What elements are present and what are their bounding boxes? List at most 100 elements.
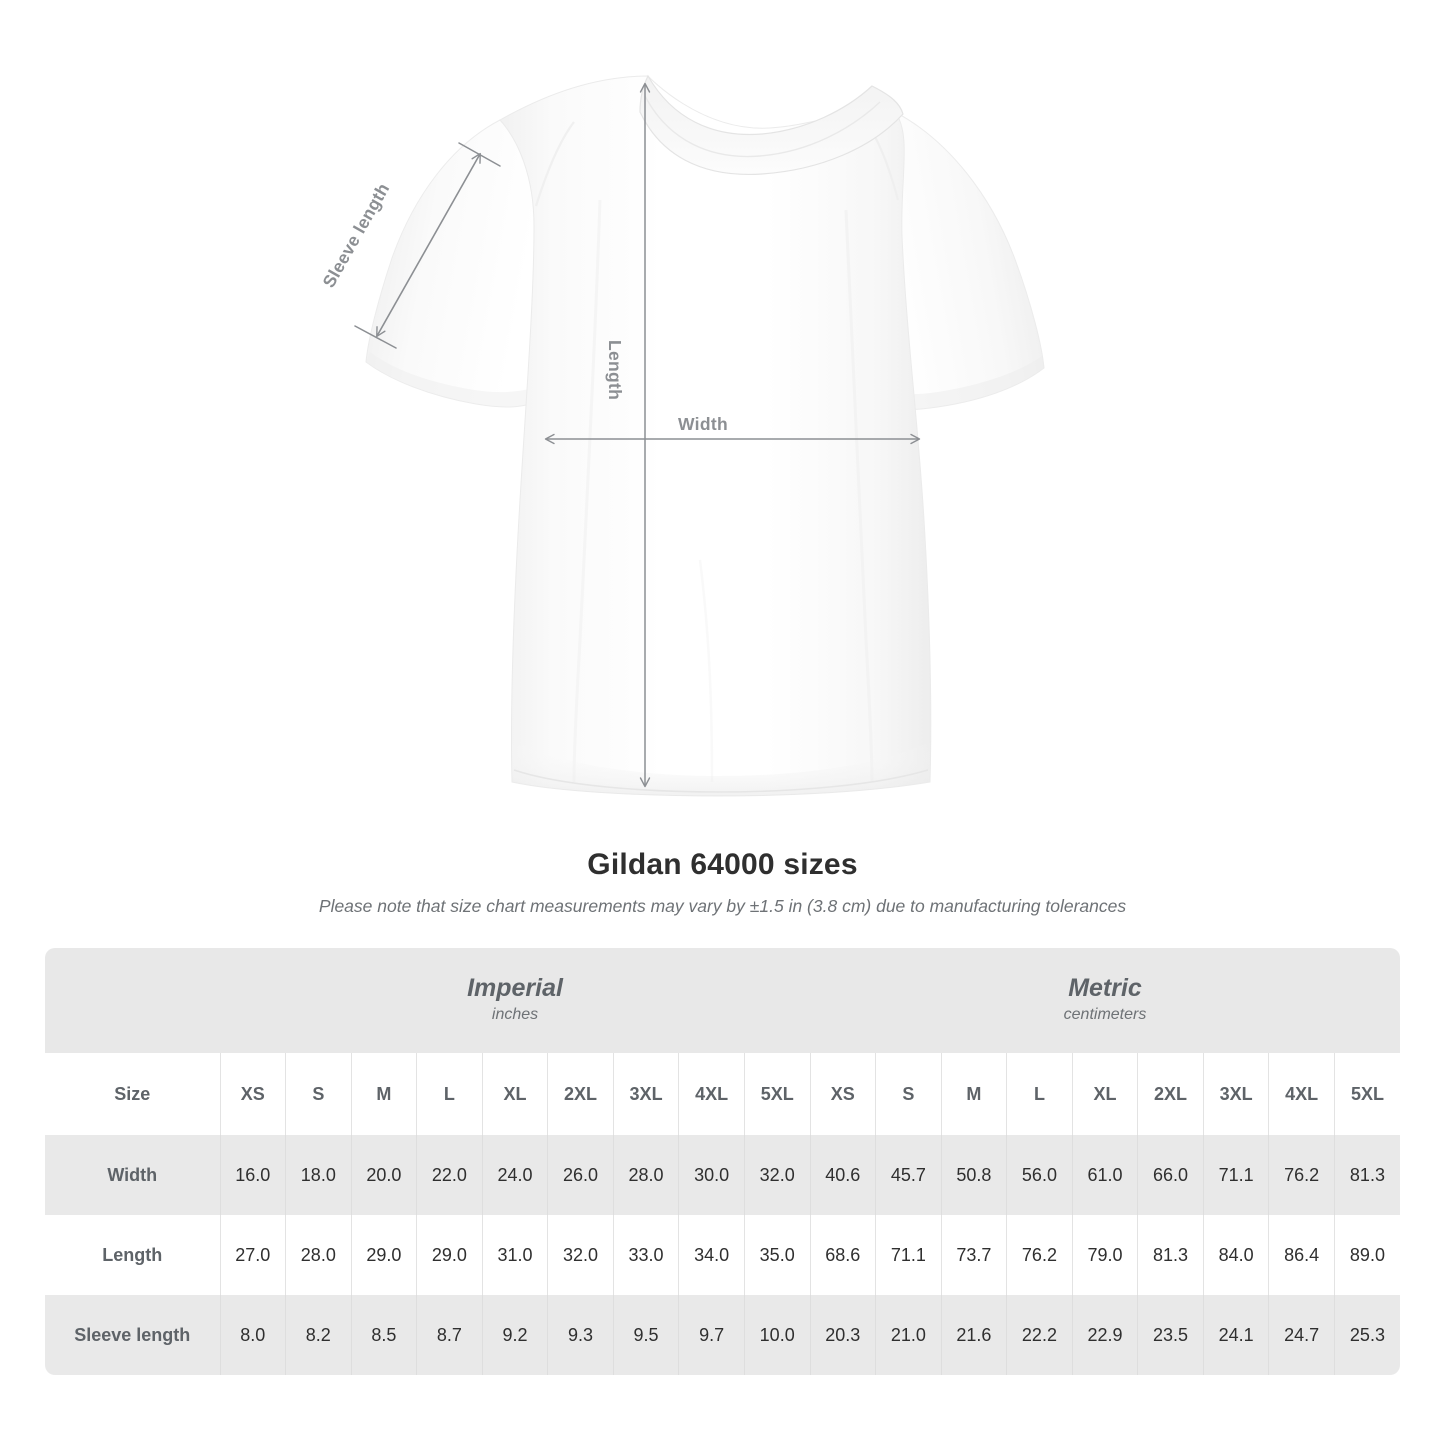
cell-sleeve-metric-xl: 22.9 — [1071, 1295, 1138, 1375]
cell-sleeve-imperial-2xl: 9.3 — [547, 1295, 614, 1375]
cell-length-imperial-xs: 27.0 — [219, 1215, 286, 1295]
unit-name-imperial: Imperial — [467, 974, 563, 1003]
length-label: Length — [605, 340, 625, 401]
cell-width-metric-l: 56.0 — [1006, 1135, 1073, 1215]
left-sleeve — [365, 119, 541, 408]
row-label-sleeve-length: Sleeve length — [45, 1295, 220, 1375]
cell-sleeve-metric-2xl: 23.5 — [1137, 1295, 1204, 1375]
cell-length-metric-xs: 68.6 — [809, 1215, 876, 1295]
table-row: Length 27.0 28.0 29.0 29.0 31.0 32.0 33.… — [45, 1215, 1400, 1295]
size-row-label: Size — [45, 1053, 220, 1135]
cell-width-metric-s: 45.7 — [875, 1135, 942, 1215]
cell-width-imperial-2xl: 26.0 — [547, 1135, 614, 1215]
cell-length-metric-l: 76.2 — [1006, 1215, 1073, 1295]
right-sleeve-hem — [872, 356, 1044, 410]
cell-width-imperial-4xl: 30.0 — [678, 1135, 745, 1215]
width-label: Width — [678, 414, 728, 434]
cell-length-imperial-s: 28.0 — [285, 1215, 352, 1295]
size-col-imperial-3xl: 3XL — [612, 1053, 679, 1135]
cell-length-imperial-l: 29.0 — [416, 1215, 483, 1295]
unit-header-row: Imperial inches Metric centimeters — [45, 948, 1400, 1053]
cell-length-imperial-4xl: 34.0 — [678, 1215, 745, 1295]
cell-length-metric-m: 73.7 — [940, 1215, 1007, 1295]
cell-width-metric-4xl: 76.2 — [1268, 1135, 1335, 1215]
size-table: Imperial inches Metric centimeters Size … — [45, 948, 1400, 1375]
tshirt-illustration — [354, 74, 1045, 797]
left-shoulder-seam — [534, 121, 575, 207]
cell-width-imperial-5xl: 32.0 — [743, 1135, 811, 1215]
size-table-wrapper: Imperial inches Metric centimeters Size … — [45, 948, 1400, 1375]
cell-length-metric-5xl: 89.0 — [1333, 1215, 1400, 1295]
size-col-imperial-5xl: 5XL — [743, 1053, 811, 1135]
cell-length-imperial-xl: 31.0 — [481, 1215, 548, 1295]
bottom-hem — [512, 740, 930, 796]
cell-sleeve-metric-m: 21.6 — [940, 1295, 1007, 1375]
table-row: Width 16.0 18.0 20.0 22.0 24.0 26.0 28.0… — [45, 1135, 1400, 1215]
shirt-body — [499, 75, 932, 797]
sleeve-length-arrow — [354, 142, 501, 349]
cell-sleeve-imperial-5xl: 10.0 — [743, 1295, 811, 1375]
cell-width-metric-xl: 61.0 — [1071, 1135, 1138, 1215]
size-col-imperial-xs: XS — [219, 1053, 286, 1135]
cell-width-imperial-xl: 24.0 — [481, 1135, 548, 1215]
unit-header-imperial: Imperial inches — [220, 948, 811, 1053]
cell-length-imperial-5xl: 35.0 — [743, 1215, 811, 1295]
cell-length-imperial-m: 29.0 — [350, 1215, 417, 1295]
cell-width-metric-2xl: 66.0 — [1137, 1135, 1204, 1215]
cell-width-imperial-l: 22.0 — [416, 1135, 483, 1215]
cell-length-metric-2xl: 81.3 — [1137, 1215, 1204, 1295]
cell-sleeve-imperial-m: 8.5 — [350, 1295, 417, 1375]
fold-center — [698, 559, 714, 783]
size-col-imperial-4xl: 4XL — [678, 1053, 745, 1135]
page-subtitle: Please note that size chart measurements… — [318, 896, 1127, 916]
left-sleeve-hem — [366, 352, 540, 407]
size-col-imperial-2xl: 2XL — [547, 1053, 614, 1135]
cell-sleeve-imperial-xs: 8.0 — [219, 1295, 286, 1375]
cell-width-imperial-3xl: 28.0 — [612, 1135, 679, 1215]
cell-sleeve-metric-l: 22.2 — [1006, 1295, 1073, 1375]
cell-length-metric-4xl: 86.4 — [1268, 1215, 1335, 1295]
fold-left — [572, 199, 602, 783]
cell-width-metric-3xl: 71.1 — [1202, 1135, 1269, 1215]
cell-length-metric-xl: 79.0 — [1071, 1215, 1138, 1295]
cell-width-metric-5xl: 81.3 — [1333, 1135, 1400, 1215]
size-col-imperial-m: M — [350, 1053, 417, 1135]
size-col-metric-3xl: 3XL — [1202, 1053, 1269, 1135]
cell-width-metric-m: 50.8 — [940, 1135, 1007, 1215]
cell-width-imperial-m: 20.0 — [350, 1135, 417, 1215]
hem-stitch — [513, 769, 929, 793]
table-row: Sleeve length 8.0 8.2 8.5 8.7 9.2 9.3 9.… — [45, 1295, 1400, 1375]
size-header-row: Size XS S M L XL 2XL 3XL 4XL 5XL XS S M … — [45, 1053, 1400, 1135]
cell-width-imperial-xs: 16.0 — [219, 1135, 286, 1215]
row-label-width: Width — [45, 1135, 220, 1215]
cell-sleeve-metric-5xl: 25.3 — [1333, 1295, 1400, 1375]
size-col-imperial-xl: XL — [481, 1053, 548, 1135]
cell-length-metric-3xl: 84.0 — [1202, 1215, 1269, 1295]
cell-width-metric-xs: 40.6 — [809, 1135, 876, 1215]
cell-sleeve-imperial-s: 8.2 — [285, 1295, 352, 1375]
size-col-metric-xl: XL — [1071, 1053, 1138, 1135]
tshirt-diagram: Sleeve length Length Width — [318, 74, 1045, 797]
size-col-metric-2xl: 2XL — [1137, 1053, 1204, 1135]
row-label-length: Length — [45, 1215, 220, 1295]
cell-sleeve-metric-4xl: 24.7 — [1268, 1295, 1335, 1375]
size-col-metric-xs: XS — [809, 1053, 876, 1135]
collar-inner-stitch — [644, 95, 881, 158]
unit-sub-imperial: inches — [491, 1005, 539, 1023]
size-col-metric-m: M — [940, 1053, 1007, 1135]
cell-sleeve-imperial-xl: 9.2 — [481, 1295, 548, 1375]
unit-name-metric: Metric — [1068, 974, 1142, 1003]
cell-sleeve-imperial-l: 8.7 — [416, 1295, 483, 1375]
cell-sleeve-imperial-4xl: 9.7 — [678, 1295, 745, 1375]
cell-sleeve-metric-xs: 20.3 — [809, 1295, 876, 1375]
size-col-metric-4xl: 4XL — [1268, 1053, 1335, 1135]
cell-sleeve-metric-s: 21.0 — [875, 1295, 942, 1375]
cell-length-metric-s: 71.1 — [875, 1215, 942, 1295]
cell-length-imperial-3xl: 33.0 — [612, 1215, 679, 1295]
cell-length-imperial-2xl: 32.0 — [547, 1215, 614, 1295]
size-col-metric-l: L — [1006, 1053, 1073, 1135]
size-col-metric-5xl: 5XL — [1333, 1053, 1400, 1135]
page-title: Gildan 64000 sizes — [587, 848, 858, 881]
unit-header-metric: Metric centimeters — [810, 948, 1400, 1053]
